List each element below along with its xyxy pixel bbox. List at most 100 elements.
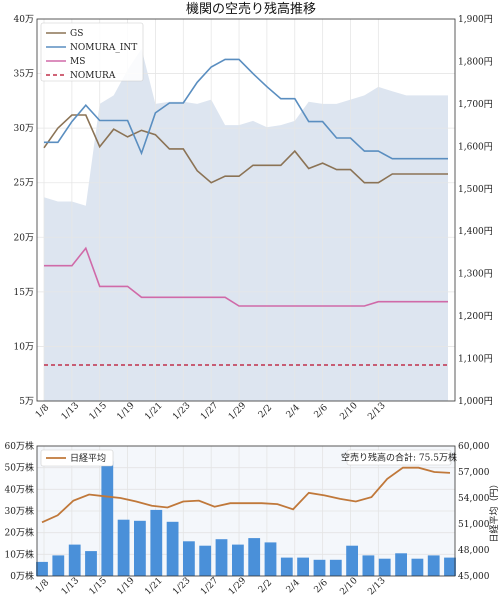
- volume-bar: [248, 538, 261, 576]
- y-tick-label: 60万株: [5, 440, 34, 452]
- y-tick-label: 5万: [19, 397, 34, 407]
- y2-tick-label: 1,200円: [458, 311, 493, 322]
- volume-bar: [183, 541, 195, 576]
- y2-tick-label: 1,500円: [458, 184, 493, 195]
- x-tick-label: 2/10: [338, 576, 360, 598]
- x-tick-label: 1/21: [143, 401, 164, 422]
- y-tick-label: 15万: [14, 288, 34, 298]
- y2-tick-label: 1,400円: [458, 226, 493, 237]
- legend-box: [40, 22, 144, 82]
- annotation-box: [346, 449, 452, 466]
- y-tick-label: 35万: [14, 70, 34, 80]
- volume-bar: [264, 542, 277, 576]
- y2-tick-label: 48,000: [458, 546, 490, 556]
- y2-tick-label: 1,000円: [458, 396, 493, 407]
- x-tick-label: 1/13: [60, 401, 82, 423]
- x-tick-label: 1/15: [88, 576, 110, 598]
- volume-bar: [232, 544, 244, 576]
- legend-label: GS: [70, 29, 83, 39]
- x-tick-label: 1/19: [115, 401, 137, 423]
- y2-tick-label: 1,900円: [458, 14, 493, 25]
- y2-axis-label: 日経平均（円）: [488, 479, 500, 542]
- y-tick-label: 20万: [14, 233, 34, 243]
- x-tick-label: 2/10: [338, 401, 360, 423]
- volume-bar: [68, 544, 81, 576]
- y2-tick-label: 1,700円: [458, 99, 493, 110]
- y2-tick-label: 1,100円: [458, 354, 493, 365]
- volume-bar: [36, 561, 48, 576]
- y-tick-label: 40万株: [5, 483, 34, 495]
- volume-bar: [134, 520, 146, 577]
- volume-bar: [215, 539, 228, 576]
- x-tick-label: 2/2: [257, 578, 274, 595]
- volume-bar: [362, 555, 375, 576]
- x-tick-label: 2/4: [285, 403, 303, 421]
- y2-tick-label: 51,000: [458, 520, 490, 530]
- plot-frame: [36, 18, 456, 402]
- volume-bar: [329, 559, 342, 577]
- x-tick-label: 1/29: [227, 401, 249, 423]
- y-tick-label: 30万: [14, 124, 34, 134]
- x-tick-label: 1/23: [171, 401, 193, 423]
- y-tick-label: 40万: [14, 15, 34, 25]
- x-tick-label: 2/13: [366, 576, 388, 598]
- volume-bar: [199, 545, 212, 576]
- x-tick-label: 1/15: [88, 401, 110, 423]
- volume-bar: [101, 461, 114, 576]
- legend-label: 日経平均: [70, 452, 106, 464]
- x-tick-label: 2/6: [313, 403, 331, 421]
- volume-bar: [313, 559, 326, 577]
- y2-tick-label: 1,300円: [458, 269, 493, 280]
- series-line-nomura-int: [44, 58, 448, 160]
- y-tick-label: 10万株: [5, 548, 34, 560]
- legend-label: MS: [70, 57, 85, 67]
- x-tick-label: 1/21: [143, 576, 164, 597]
- legend-box: [40, 449, 114, 467]
- y-tick-label: 30万株: [5, 505, 34, 517]
- x-tick-label: 2/13: [366, 401, 388, 423]
- volume-bar: [117, 519, 130, 576]
- total-annotation: 空売り残高の合計: 75.5万株: [341, 452, 457, 464]
- series-line-gs: [43, 114, 448, 184]
- y-tick-label: 50万株: [5, 462, 34, 474]
- y-tick-label: 10万: [14, 342, 34, 352]
- x-tick-label: 2/2: [257, 403, 274, 420]
- y2-tick-label: 54,000: [458, 494, 490, 504]
- x-tick-label: 1/27: [199, 576, 221, 598]
- y2-tick-label: 1,800円: [458, 56, 493, 67]
- volume-bar: [427, 555, 440, 576]
- series-line-ms: [44, 246, 448, 307]
- y-tick-label: 0万株: [10, 570, 34, 582]
- legend-label: NOMURA_INT: [70, 43, 137, 53]
- plot-frame: [36, 445, 456, 577]
- y-tick-label: 20万株: [5, 527, 34, 539]
- x-tick-label: 1/8: [34, 403, 52, 421]
- x-tick-label: 1/19: [115, 576, 137, 598]
- volume-bar: [166, 521, 179, 576]
- volume-bar: [346, 545, 358, 576]
- volume-bar: [52, 555, 65, 576]
- y2-tick-label: 1,600円: [458, 141, 493, 152]
- y2-tick-label: 45,000: [458, 572, 490, 582]
- chart-title: 機関の空売り残高推移: [186, 1, 316, 17]
- volume-bar: [378, 558, 391, 576]
- volume-bar: [395, 553, 407, 577]
- y-tick-label: 25万: [14, 179, 34, 189]
- x-tick-label: 1/29: [227, 576, 249, 598]
- volume-bar: [150, 509, 163, 576]
- volume-bar: [85, 551, 97, 576]
- y2-tick-label: 57,000: [458, 468, 490, 478]
- x-tick-label: 2/6: [313, 578, 331, 596]
- short-interest-chart: 5万 10万 15万 20万 25万 30万 35万 40万 1/8 1/13 1/15 1/19 1/…: [14, 14, 493, 422]
- volume-bar: [297, 557, 309, 576]
- volume-bar: [411, 558, 424, 576]
- y2-tick-label: 60,000: [458, 442, 490, 452]
- nikkei-line: [41, 466, 451, 524]
- x-tick-label: 2/4: [285, 578, 303, 596]
- volume-bar: [280, 557, 293, 576]
- x-tick-label: 1/8: [34, 578, 52, 596]
- x-tick-label: 1/27: [199, 401, 221, 423]
- volume-bar: [444, 557, 456, 576]
